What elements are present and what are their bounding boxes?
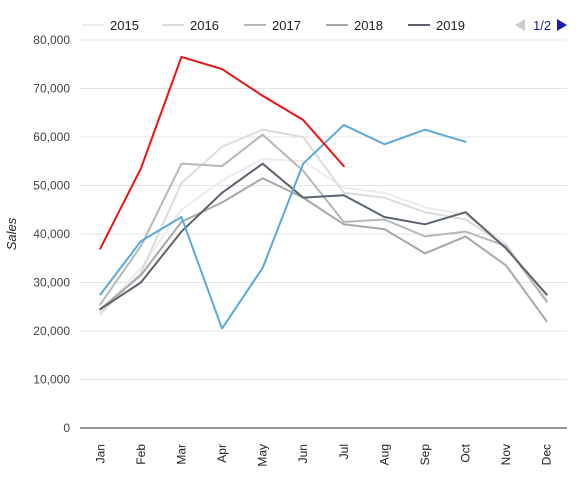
x-tick-label: Feb xyxy=(134,444,148,465)
series-line-6 xyxy=(99,55,345,250)
series-line-2 xyxy=(99,133,548,306)
series-line-4 xyxy=(99,162,548,311)
x-axis-tick-labels: Jan Feb Mar Apr May Jun Jul Aug Sep Oct Nov Dec xyxy=(93,443,553,466)
legend-pager: 1/2 xyxy=(515,18,567,33)
legend-page-indicator: 1/2 xyxy=(533,18,551,33)
y-tick-label: 20,000 xyxy=(33,324,70,338)
y-tick-label: 60,000 xyxy=(33,130,70,144)
series-lines xyxy=(99,55,548,329)
y-tick-label: 80,000 xyxy=(33,33,70,47)
x-tick-label: Jun xyxy=(296,444,310,463)
legend-prev-page-arrow-icon[interactable] xyxy=(515,19,525,31)
legend-label: 2015 xyxy=(110,18,139,33)
x-tick-label: Oct xyxy=(459,443,473,462)
x-tick-label: Jan xyxy=(93,444,107,463)
series-line-1 xyxy=(99,128,548,316)
x-tick-label: Sep xyxy=(418,444,432,466)
legend-label: 2019 xyxy=(436,18,465,33)
y-axis-title: Sales xyxy=(4,217,19,250)
legend-label: 2016 xyxy=(190,18,219,33)
x-tick-label: Aug xyxy=(377,444,391,465)
series-line-3 xyxy=(99,177,548,323)
x-tick-label: Dec xyxy=(540,444,554,465)
x-tick-label: Nov xyxy=(499,444,513,465)
legend-label: 2017 xyxy=(272,18,301,33)
y-tick-label: 40,000 xyxy=(33,227,70,241)
y-tick-label: 10,000 xyxy=(33,373,70,387)
y-tick-label: 30,000 xyxy=(33,276,70,290)
series-line-0 xyxy=(99,157,548,313)
legend-next-page-arrow-icon[interactable] xyxy=(557,19,567,31)
x-tick-label: Apr xyxy=(215,444,229,463)
gridlines xyxy=(80,39,567,380)
x-tick-label: May xyxy=(256,444,270,467)
legend-label: 2018 xyxy=(354,18,383,33)
x-tick-label: Mar xyxy=(174,444,188,465)
y-axis-tick-labels: 0 10,000 20,000 30,000 40,000 50,000 60,000 70,… xyxy=(33,33,70,435)
y-tick-label: 50,000 xyxy=(33,179,70,193)
y-tick-label: 0 xyxy=(63,421,70,435)
y-tick-label: 70,000 xyxy=(33,82,70,96)
legend: 2015 2016 2017 2018 2019 xyxy=(82,18,465,33)
x-tick-label: Jul xyxy=(337,444,351,459)
series-line-5 xyxy=(100,125,546,329)
